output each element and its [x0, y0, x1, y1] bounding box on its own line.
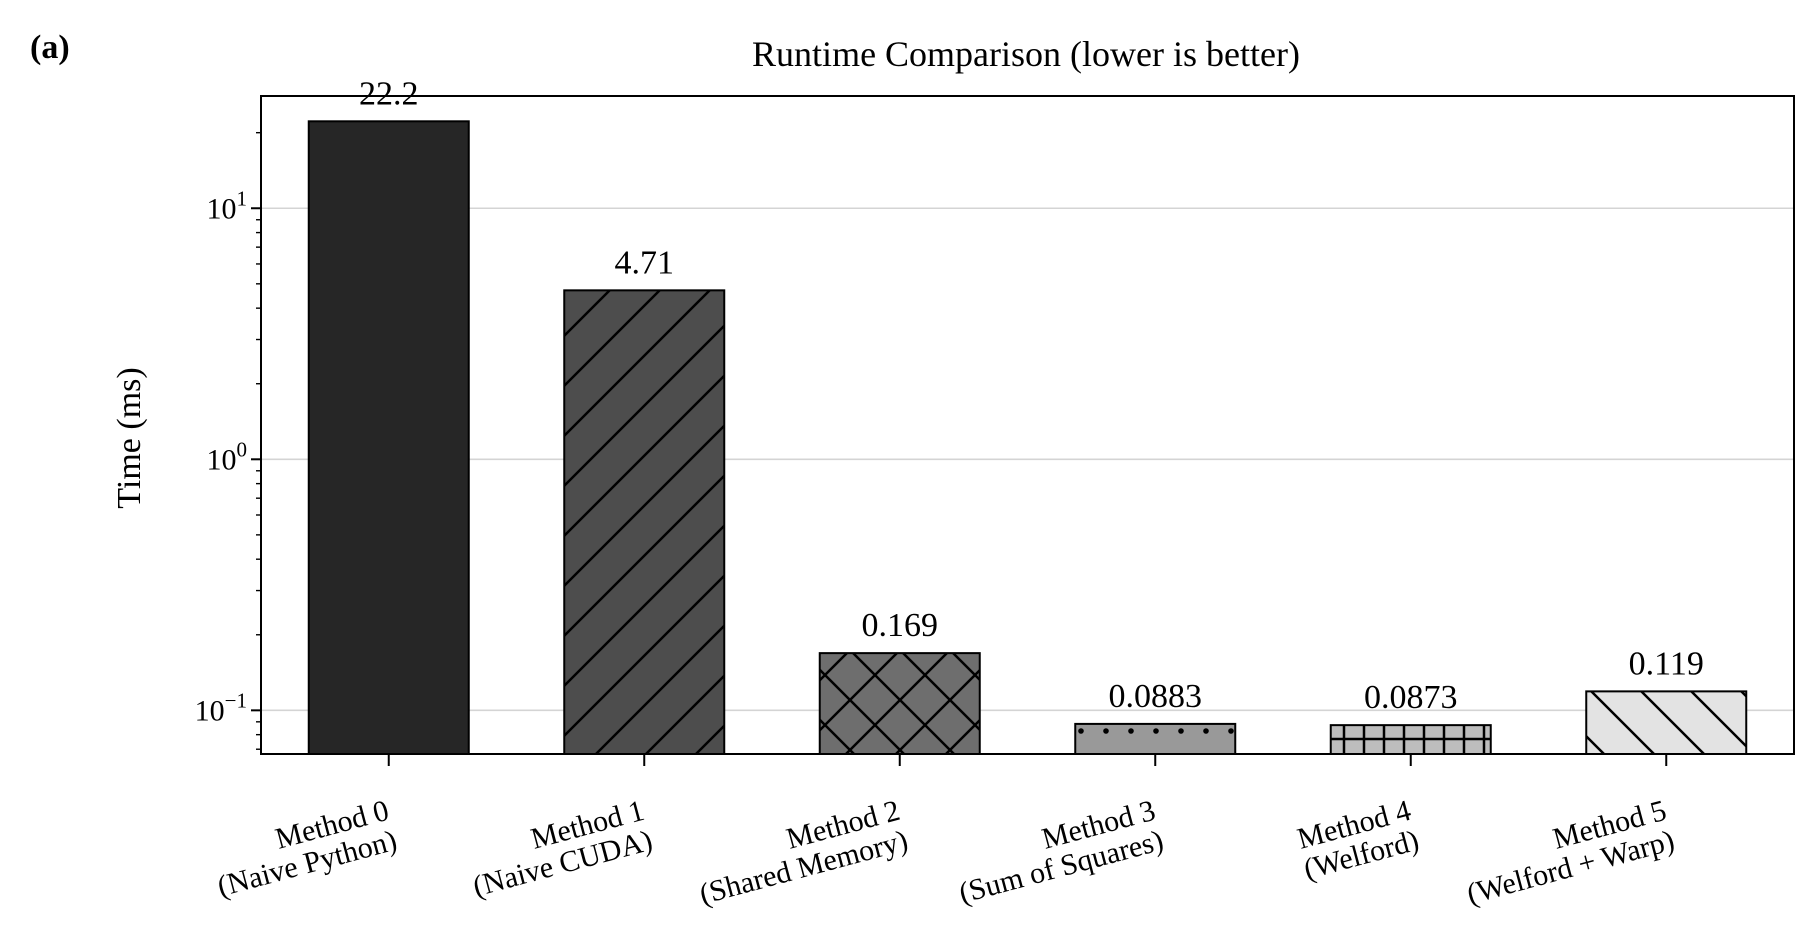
- bar-hatch-3: [1075, 723, 1236, 754]
- bar-hatch-1: [564, 290, 725, 754]
- y-tick-label-1: 100: [207, 437, 248, 476]
- y-tick-label-0: 10−1: [195, 688, 247, 727]
- bar-hatch-5: [1586, 691, 1747, 754]
- x-tick-label-3: Method 3(Sum of Squares): [955, 794, 1166, 910]
- plot-frame: [260, 95, 1795, 755]
- y-axis-ticks: 10−1 100 101: [195, 131, 261, 750]
- value-label-4: 0.0873: [1364, 679, 1458, 716]
- x-axis-ticks: Method 0(Naive Python) Method 1(Naive CUD…: [214, 754, 1678, 911]
- value-label-5: 0.119: [1629, 645, 1704, 682]
- bar-hatch-2: [819, 653, 980, 754]
- y-tick-label-2: 101: [207, 186, 248, 225]
- x-tick-label-1: Method 1(Naive CUDA): [469, 794, 655, 903]
- value-labels: 22.2 4.71 0.169 0.0883 0.0873 0.119: [359, 75, 1704, 716]
- value-label-3: 0.0883: [1109, 678, 1203, 715]
- value-label-1: 4.71: [615, 244, 675, 281]
- y-gridlines: [261, 207, 1794, 712]
- y-axis-label: Time (ms): [111, 367, 148, 508]
- chart-title: Runtime Comparison (lower is better): [752, 34, 1300, 74]
- x-tick-label-0: Method 0(Naive Python): [214, 794, 400, 903]
- bar-series: [307, 120, 1748, 756]
- bar-0: [308, 121, 469, 755]
- bar-hatch-4: [1330, 725, 1491, 754]
- x-tick-label-2: Method 2(Shared Memory): [696, 794, 911, 911]
- x-tick-label-5: Method 5(Welford + Warp): [1463, 794, 1677, 911]
- value-label-2: 0.169: [862, 607, 939, 644]
- x-tick-label-4: Method 4(Welford): [1294, 794, 1422, 886]
- panel-label: (a): [30, 29, 70, 66]
- value-label-0: 22.2: [359, 75, 419, 112]
